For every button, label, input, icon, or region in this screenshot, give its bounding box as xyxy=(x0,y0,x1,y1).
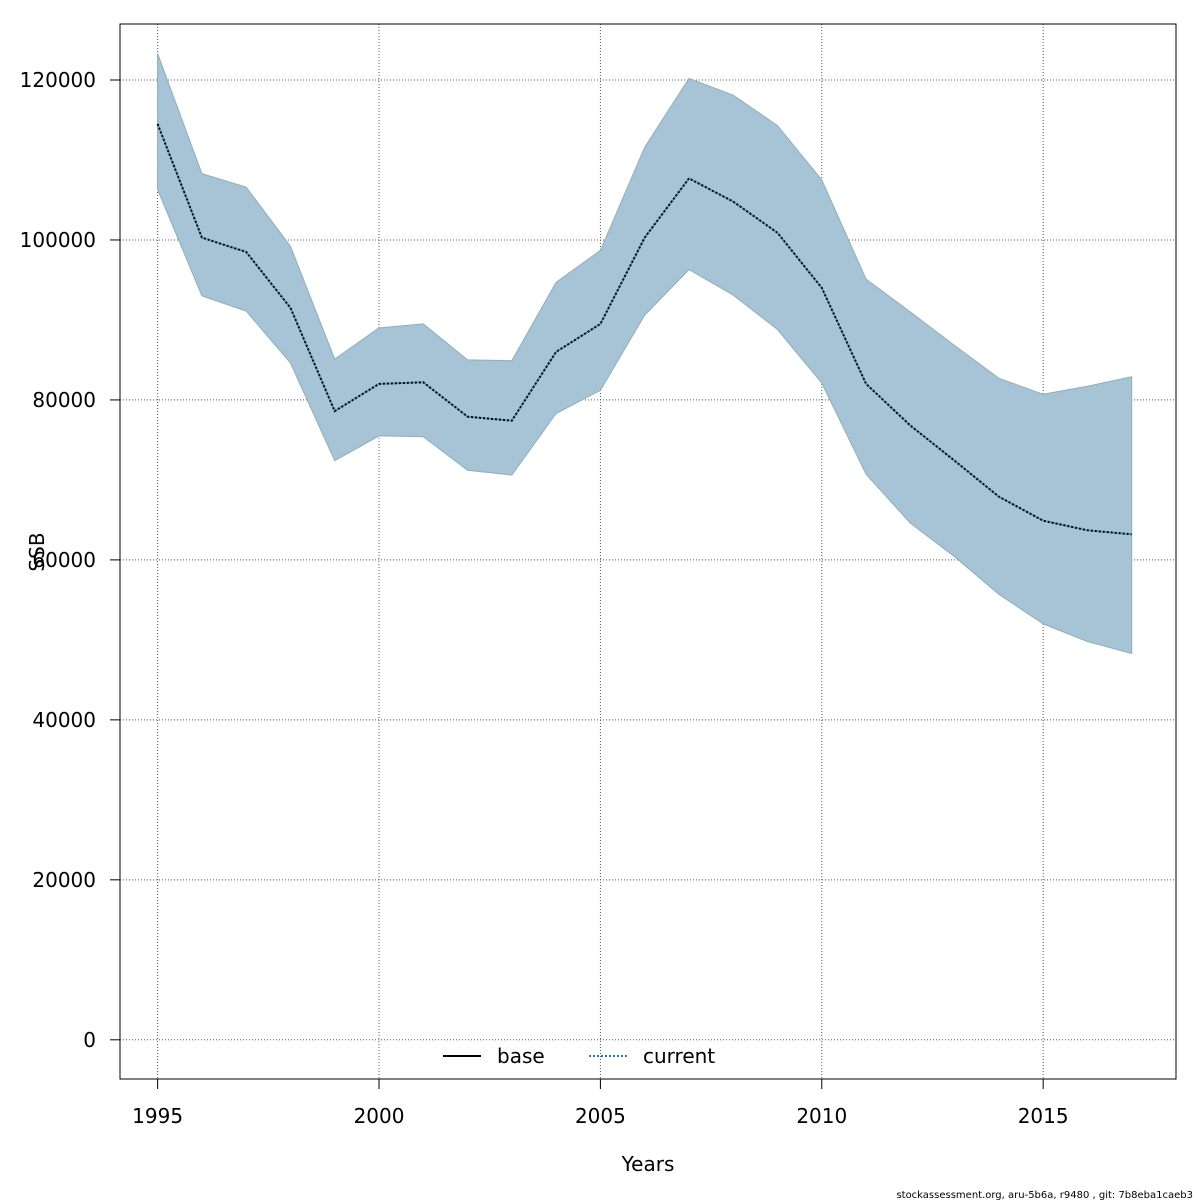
y-axis-ticks: 0 20000 40000 60000 80000 100000 120000 xyxy=(20,68,120,1052)
legend-label-base: base xyxy=(497,1044,545,1068)
series-line-current xyxy=(156,123,1132,536)
legend-label-current: current xyxy=(643,1044,715,1068)
x-axis-title: Years xyxy=(621,1152,675,1176)
x-tick-label-2015: 2015 xyxy=(1018,1104,1069,1128)
y-tick-label-20000: 20000 xyxy=(32,868,96,892)
y-tick-label-60000: 60000 xyxy=(32,548,96,572)
confidence-band xyxy=(157,53,1133,655)
y-tick-label-40000: 40000 xyxy=(32,708,96,732)
plot-frame xyxy=(119,23,1177,1080)
footer-source-text: stockassessment.org, aru-5b6a, r9480 , g… xyxy=(896,1190,1193,1200)
legend: base current xyxy=(443,1044,715,1068)
x-tick-label-2000: 2000 xyxy=(354,1104,405,1128)
x-axis-ticks: 1995 2000 2005 2010 2015 xyxy=(132,1079,1069,1128)
series-lines xyxy=(156,123,1132,536)
y-axis-title: SSB xyxy=(25,532,49,571)
y-tick-label-120000: 120000 xyxy=(20,68,96,92)
y-tick-label-0: 0 xyxy=(83,1028,96,1052)
confidence-band-layer xyxy=(157,53,1133,655)
x-tick-label-2005: 2005 xyxy=(575,1104,626,1128)
y-tick-label-80000: 80000 xyxy=(32,388,96,412)
x-tick-label-1995: 1995 xyxy=(132,1104,183,1128)
x-tick-label-2010: 2010 xyxy=(796,1104,847,1128)
y-tick-label-100000: 100000 xyxy=(20,228,96,252)
series-line-current-tint xyxy=(156,123,1132,536)
